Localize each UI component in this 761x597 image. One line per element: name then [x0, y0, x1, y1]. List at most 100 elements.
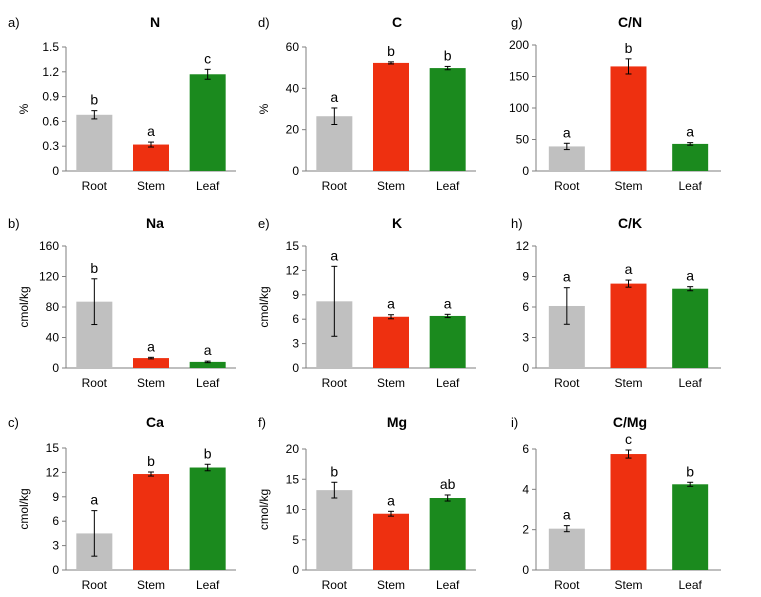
significance-letter: a: [563, 269, 571, 285]
x-tick-label: Leaf: [678, 578, 702, 592]
bar-leaf: [429, 315, 466, 368]
y-tick-label: 40: [286, 81, 300, 95]
y-tick-label: 20: [286, 442, 300, 456]
y-tick-label: 40: [46, 331, 60, 345]
y-tick-label: 1.5: [42, 40, 59, 54]
significance-letter: c: [625, 431, 632, 447]
x-tick-label: Root: [322, 376, 348, 390]
y-tick-label: 0: [522, 563, 529, 577]
bar-leaf: [189, 361, 226, 368]
chart-title: C/N: [618, 14, 642, 30]
x-tick-label: Leaf: [196, 376, 220, 390]
bar-stem: [610, 66, 647, 171]
y-tick-label: 2: [522, 523, 529, 537]
significance-letter: a: [563, 507, 571, 523]
y-tick-label: 200: [509, 38, 529, 52]
x-tick-label: Root: [322, 179, 348, 193]
chart-panel: c) Ca cmol/kg 0 3 6 9 12 15 a Root b Stem b Leaf: [8, 414, 236, 592]
panel-letter: d): [258, 15, 270, 30]
y-axis-label: %: [257, 103, 271, 114]
panel-letter: a): [8, 15, 20, 30]
y-tick-label: 9: [522, 270, 529, 284]
y-tick-label: 15: [46, 441, 60, 455]
x-tick-label: Root: [554, 376, 580, 390]
x-tick-label: Stem: [614, 376, 642, 390]
significance-letter: a: [387, 296, 395, 312]
bar-leaf: [672, 143, 709, 171]
y-tick-label: 3: [292, 337, 299, 351]
chart-panel: b) Na cmol/kg 0 40 80 120 160 b Root a Stem a Leaf: [8, 215, 236, 390]
y-tick-label: 0.3: [42, 139, 59, 153]
bar-root: [316, 490, 353, 570]
bar-leaf: [429, 498, 466, 570]
bar-leaf: [429, 68, 466, 171]
x-tick-label: Leaf: [678, 376, 702, 390]
significance-letter: c: [204, 50, 211, 66]
x-tick-label: Root: [82, 376, 108, 390]
chart-title: C/Mg: [613, 414, 647, 430]
y-tick-label: 12: [46, 465, 60, 479]
y-tick-label: 160: [39, 239, 59, 253]
y-tick-label: 120: [39, 270, 59, 284]
panel-letter: f): [258, 415, 266, 430]
y-tick-label: 9: [52, 490, 59, 504]
panel-letter: c): [8, 415, 19, 430]
significance-letter: a: [625, 261, 633, 277]
y-axis-label: cmol/kg: [257, 286, 271, 327]
y-tick-label: 6: [52, 514, 59, 528]
x-tick-label: Root: [82, 179, 108, 193]
y-tick-label: 3: [52, 539, 59, 553]
x-tick-label: Stem: [614, 578, 642, 592]
y-tick-label: 6: [522, 300, 529, 314]
bar-stem: [373, 62, 409, 172]
bar-root: [76, 114, 113, 171]
y-tick-label: 20: [286, 123, 300, 137]
significance-letter: a: [330, 89, 338, 105]
significance-letter: b: [686, 463, 694, 479]
x-tick-label: Root: [82, 578, 108, 592]
significance-letter: a: [147, 123, 155, 139]
y-tick-label: 15: [286, 472, 300, 486]
x-tick-label: Root: [554, 179, 580, 193]
bar-root: [316, 116, 353, 171]
significance-letter: b: [204, 445, 212, 461]
y-tick-label: 0: [292, 361, 299, 375]
y-tick-label: 0: [292, 563, 299, 577]
chart-title: K: [392, 215, 402, 231]
significance-letter: a: [330, 247, 338, 263]
panel-letter: h): [511, 216, 523, 231]
x-tick-label: Stem: [377, 578, 405, 592]
significance-letter: b: [90, 260, 98, 276]
panel-letter: b): [8, 216, 20, 231]
y-tick-label: 12: [286, 263, 300, 277]
bar-leaf: [672, 484, 709, 570]
x-tick-label: Stem: [137, 179, 165, 193]
panel-letter: i): [511, 415, 518, 430]
bar-stem: [373, 513, 409, 570]
y-tick-label: 15: [286, 239, 300, 253]
x-tick-label: Stem: [137, 376, 165, 390]
y-tick-label: 60: [286, 40, 300, 54]
bar-leaf: [189, 74, 226, 171]
y-tick-label: 0: [522, 361, 529, 375]
significance-letter: b: [387, 43, 395, 59]
y-tick-label: 50: [516, 133, 530, 147]
significance-letter: a: [686, 268, 694, 284]
y-tick-label: 9: [292, 288, 299, 302]
chart-panel: f) Mg cmol/kg 0 5 10 15 20 b Root a Stem ab Leaf: [257, 414, 476, 592]
y-axis-label: cmol/kg: [257, 489, 271, 530]
chart-title: N: [150, 14, 160, 30]
significance-letter: a: [444, 295, 452, 311]
y-tick-label: 0: [52, 361, 59, 375]
chart-title: Mg: [387, 414, 407, 430]
x-tick-label: Leaf: [436, 578, 460, 592]
significance-letter: a: [686, 124, 694, 140]
y-tick-label: 150: [509, 70, 529, 84]
significance-letter: b: [330, 463, 338, 479]
chart-title: Ca: [146, 414, 164, 430]
y-axis-label: cmol/kg: [17, 488, 31, 529]
y-tick-label: 6: [292, 312, 299, 326]
x-tick-label: Stem: [377, 179, 405, 193]
significance-letter: a: [563, 124, 571, 140]
